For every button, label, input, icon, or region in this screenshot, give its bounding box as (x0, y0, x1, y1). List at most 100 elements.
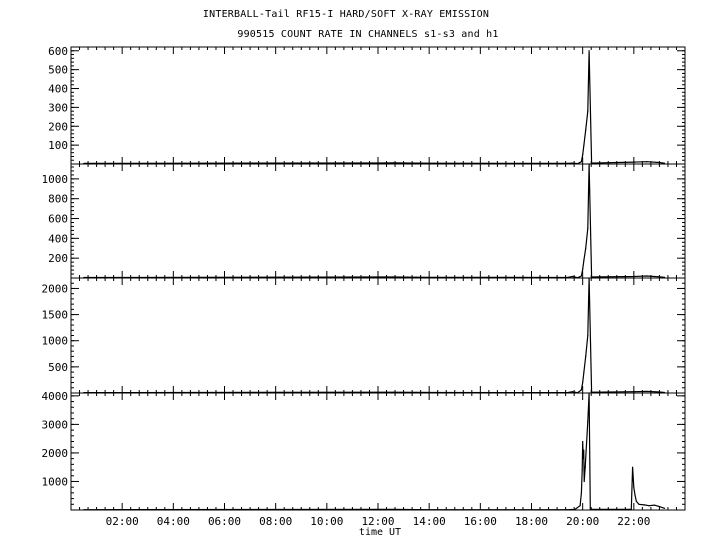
x-tick-label: 10:00 (310, 515, 343, 528)
panel-1-data-point (591, 162, 593, 164)
panel-1-data-point (392, 162, 394, 164)
panel-2-data-point (633, 275, 635, 278)
panel-3-y-tick-label: 500 (48, 361, 68, 374)
panel-3-data-point (633, 391, 635, 393)
panel-1-data-point (633, 161, 635, 163)
panel-2-data-point (583, 259, 585, 261)
panel-4-data-point (635, 500, 637, 503)
x-tick-label: 22:00 (617, 515, 650, 528)
panel-2-data-point (658, 276, 661, 278)
panel-4-y-tick-label: 3000 (42, 418, 69, 431)
panel-1-data-point (588, 50, 590, 52)
panel-4-data-point (631, 466, 634, 468)
panel-2-data-point (646, 275, 648, 277)
panel-1-data-point (658, 161, 661, 164)
panel-3-y-tick-label: 2000 (42, 282, 69, 295)
panel-4-data-point (566, 509, 568, 511)
panel-1-series-line (83, 50, 665, 165)
panel-3-y-tick-label: 1000 (42, 335, 69, 348)
x-tick-label: 06:00 (208, 515, 241, 528)
panel-4-data-point (585, 443, 588, 445)
panel-1-data-point (571, 162, 574, 164)
panel-4-y-tick-label: 4000 (42, 390, 69, 403)
x-axis-label: time UT (358, 527, 402, 538)
panel-2-data-point (582, 268, 584, 270)
panel-3-y-tick-label: 1500 (42, 309, 69, 322)
panel-4-data-point (634, 495, 636, 497)
panel-2-y-tick-label: 800 (48, 193, 68, 206)
panel-4-data-point (648, 505, 650, 507)
panel-3-data-point (580, 389, 582, 391)
panel-3-data-point (582, 381, 584, 384)
panel-3-data-point (585, 355, 587, 358)
panel-2-data-point (571, 275, 574, 278)
panel-4-data-point (643, 504, 645, 506)
panel-2-y-tick-label: 600 (48, 213, 68, 226)
panel-4-data-point (415, 508, 417, 511)
panel-2-data-point (580, 275, 582, 277)
panel-3-data-point (587, 334, 589, 337)
panel-2-data-point (585, 247, 587, 249)
panel-2-data-point (587, 227, 589, 230)
panel-4-data-point (658, 505, 661, 508)
panel-1-frame (70, 46, 686, 165)
panel-4-data-point (83, 509, 85, 511)
panel-4-y-tick-label: 2000 (42, 447, 69, 460)
panel-2-frame (70, 163, 686, 279)
panel-4-data-point (581, 469, 583, 471)
panel-1-data-point (582, 153, 584, 156)
panel-4-data-point (579, 505, 581, 507)
x-tick-label: 16:00 (464, 515, 497, 528)
x-tick-label: 18:00 (515, 515, 548, 528)
panel-4-data-point (638, 503, 640, 505)
panel-4-data-point (433, 509, 435, 511)
chart-title: INTERBALL-Tail RF15-I HARD/SOFT X-RAY EM… (202, 9, 490, 20)
panel-1-y-tick-label: 600 (48, 45, 68, 58)
chart-subtitle: 990515 COUNT RATE IN CHANNELS s1-s3 and … (237, 29, 499, 40)
panel-2-y-tick-label: 200 (48, 252, 68, 265)
panel-4-data-point (582, 440, 584, 443)
panel-2-y-tick-label: 1000 (42, 173, 69, 186)
panel-4-data-point (630, 508, 632, 511)
panel-4-frame (70, 392, 686, 511)
panel-4-y-tick-label: 1000 (42, 475, 69, 488)
panel-4-series-line (83, 392, 665, 511)
panel-2-data-point (591, 276, 593, 278)
panel-3-data-point (658, 391, 661, 393)
x-tick-label: 08:00 (259, 515, 292, 528)
panel-4-data-point (583, 449, 585, 451)
panel-3-frame (70, 277, 686, 394)
panel-4-data-point (392, 508, 394, 511)
panel-1-data-point (646, 161, 648, 163)
x-tick-label: 20:00 (566, 515, 599, 528)
panel-1-y-tick-label: 200 (48, 120, 68, 133)
panel-4-data-point (588, 392, 590, 394)
x-tick-label: 14:00 (413, 515, 446, 528)
panel-3-data-point (588, 277, 590, 279)
panel-4-data-point (587, 420, 589, 423)
panel-2-data-point (588, 163, 590, 165)
panel-4-data-point (653, 504, 655, 506)
panel-4-data-point (633, 486, 635, 488)
panel-1-data-point (583, 144, 585, 146)
panel-4-data-point (582, 458, 584, 460)
panel-3-data-point (571, 391, 574, 393)
panel-3-data-point (583, 371, 585, 373)
panel-1-y-tick-label: 400 (48, 83, 68, 96)
panel-4-data-point (583, 480, 585, 483)
panel-4-data-point (589, 508, 591, 511)
panel-1-data-point (580, 161, 582, 163)
panel-1-y-tick-label: 500 (48, 64, 68, 77)
x-tick-label: 02:00 (106, 515, 139, 528)
panel-2-y-tick-label: 400 (48, 232, 68, 245)
panel-4-data-point (584, 466, 586, 468)
panel-3-series-line (83, 277, 665, 394)
panel-4-data-point (663, 507, 666, 509)
panel-1-y-tick-label: 300 (48, 101, 68, 114)
panel-4-data-point (580, 492, 582, 494)
panel-1-data-point (587, 110, 589, 112)
panel-1-y-tick-label: 100 (48, 139, 68, 152)
x-tick-label: 04:00 (157, 515, 190, 528)
x-tick-label: 12:00 (361, 515, 394, 528)
